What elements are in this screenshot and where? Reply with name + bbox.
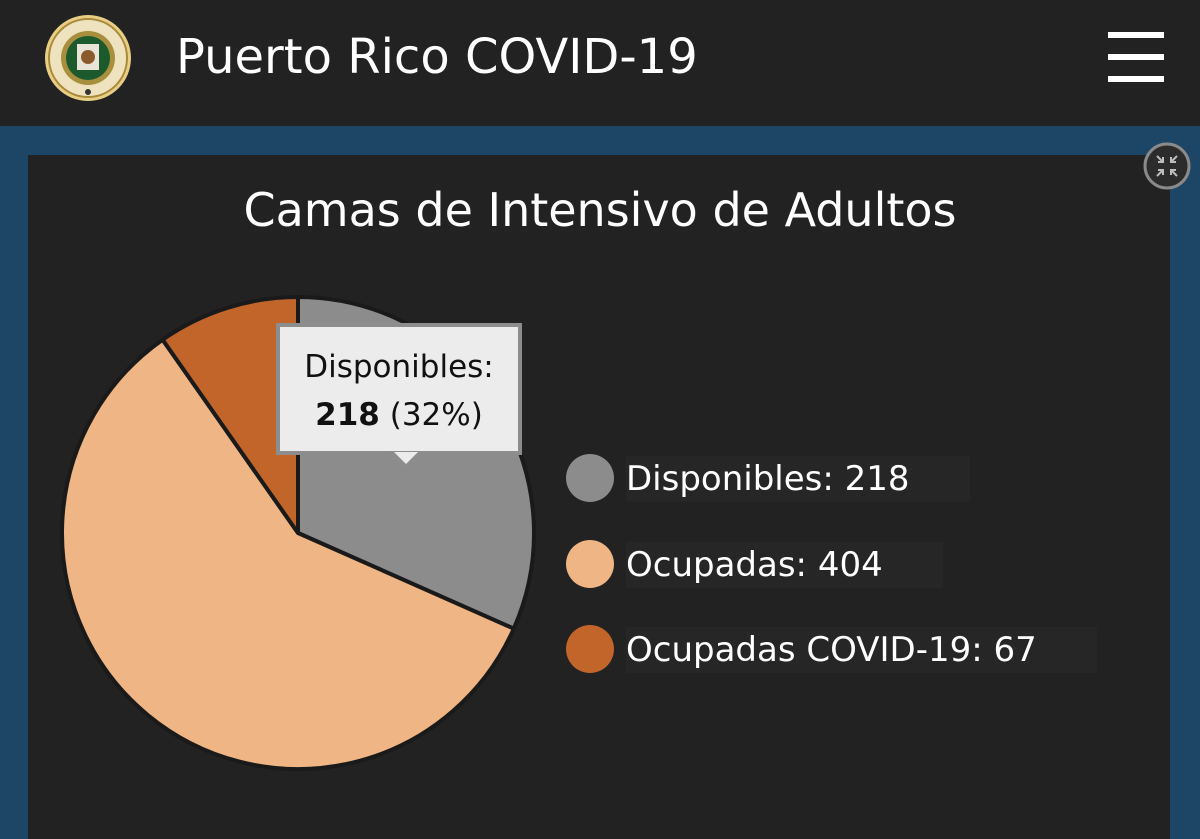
hamburger-menu-button[interactable]: [1108, 32, 1164, 82]
legend-swatch-ocupadas: [566, 540, 614, 588]
pie-slice-ocupadas-covid[interactable]: [160, 295, 300, 535]
menu-line-icon: [1108, 54, 1164, 60]
chart-tooltip: Disponibles: 218 (32%): [276, 323, 522, 471]
legend-label-ocupadas: Ocupadas: 404: [626, 545, 883, 585]
tooltip-value-line: 218 (32%): [280, 395, 518, 435]
app-title: Puerto Rico COVID-19: [176, 29, 698, 85]
collapse-arrows-icon: [1143, 142, 1191, 190]
chart-title: Camas de Intensivo de Adultos: [243, 183, 957, 237]
tooltip-arrow-inner: [394, 452, 418, 464]
pie-slice-ocupadas[interactable]: [60, 337, 516, 771]
legend-swatch-ocupadas-covid: [566, 625, 614, 673]
legend-swatch-disponibles: [566, 454, 614, 502]
tooltip-percent: (32%): [389, 397, 483, 433]
top-bar: Puerto Rico COVID-19: [0, 0, 1200, 126]
tooltip-name: Disponibles:: [304, 349, 494, 385]
legend-label-disponibles: Disponibles: 218: [626, 459, 910, 499]
legend-label-ocupadas-covid: Ocupadas COVID-19: 67: [626, 630, 1037, 670]
tooltip-value: 218: [315, 397, 380, 433]
menu-line-icon: [1108, 76, 1164, 82]
collapse-button[interactable]: [1142, 141, 1192, 191]
menu-line-icon: [1108, 32, 1164, 38]
puerto-rico-seal-icon: [45, 15, 131, 101]
